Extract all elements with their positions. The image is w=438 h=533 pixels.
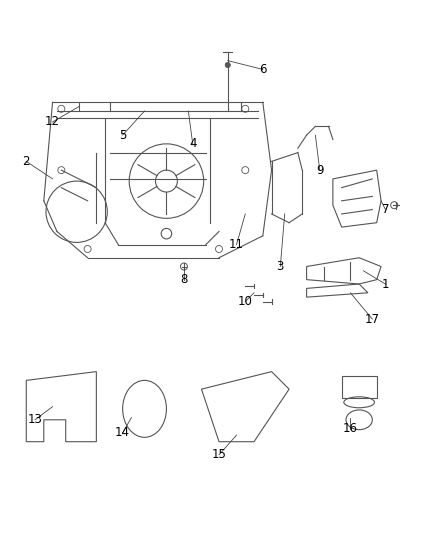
Text: 4: 4: [189, 138, 197, 150]
Bar: [342, 376, 377, 398]
Text: 7: 7: [381, 203, 389, 216]
Text: 14: 14: [115, 426, 130, 439]
Circle shape: [225, 62, 230, 68]
Text: 11: 11: [229, 238, 244, 251]
Text: 12: 12: [45, 116, 60, 128]
Text: 16: 16: [343, 422, 358, 435]
Text: 6: 6: [259, 63, 267, 76]
Text: 17: 17: [365, 312, 380, 326]
Text: 3: 3: [277, 260, 284, 273]
Text: 8: 8: [180, 273, 187, 286]
Text: 2: 2: [22, 155, 30, 168]
Text: 10: 10: [238, 295, 253, 308]
Text: 1: 1: [381, 278, 389, 290]
Text: 5: 5: [119, 128, 126, 142]
Text: 9: 9: [316, 164, 324, 176]
Text: 15: 15: [212, 448, 226, 462]
Text: 13: 13: [28, 413, 42, 426]
